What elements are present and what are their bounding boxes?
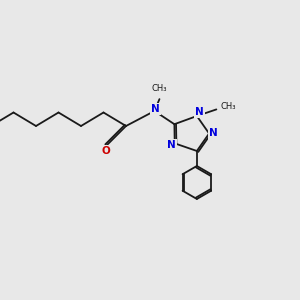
Text: CH₃: CH₃ xyxy=(152,83,167,92)
Text: N: N xyxy=(167,140,176,150)
Text: N: N xyxy=(196,107,204,117)
Text: N: N xyxy=(151,103,160,114)
Text: O: O xyxy=(101,146,110,156)
Text: CH₃: CH₃ xyxy=(221,102,236,111)
Text: N: N xyxy=(209,128,218,139)
